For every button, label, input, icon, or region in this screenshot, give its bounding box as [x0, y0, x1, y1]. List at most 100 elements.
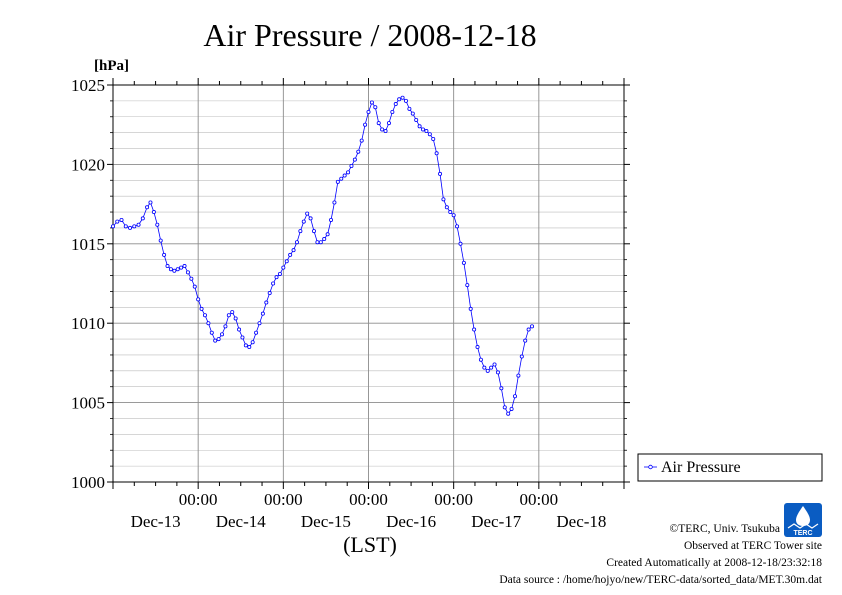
data-point — [427, 132, 432, 137]
data-point — [277, 271, 282, 276]
data-point — [243, 343, 248, 348]
data-point — [506, 411, 511, 416]
data-point — [148, 200, 153, 205]
data-point — [489, 365, 494, 370]
data-point — [145, 205, 150, 210]
series-line — [112, 97, 533, 415]
legend-box — [637, 453, 823, 482]
data-point — [271, 281, 276, 286]
data-point — [226, 313, 231, 318]
data-point — [482, 365, 487, 370]
x-tick-time-label: 00:00 — [179, 490, 218, 509]
data-point — [158, 238, 163, 243]
data-point — [220, 332, 225, 337]
data-point — [274, 275, 279, 280]
data-point — [441, 197, 446, 202]
data-point — [403, 98, 408, 103]
chart-title: Air Pressure / 2008-12-18 — [203, 17, 536, 53]
data-point — [294, 240, 299, 245]
x-tick-time-label: 00:00 — [264, 490, 303, 509]
data-point — [288, 252, 293, 257]
legend-point-marker — [648, 464, 653, 470]
x-tick-day-label: Dec-14 — [216, 512, 267, 531]
data-point — [363, 122, 368, 127]
x-axis-ticks: 00:00 00:00 00:00 00:00 00:00 Dec-13 Dec-14 Dec… — [112, 78, 625, 531]
terc-logo: TERC — [784, 503, 822, 537]
data-point — [202, 313, 207, 318]
data-point — [424, 129, 429, 134]
x-tick-day-label: Dec-16 — [386, 512, 436, 531]
x-tick-day-label: Dec-18 — [556, 512, 606, 531]
x-axis-label: (LST) — [343, 532, 397, 557]
data-point — [168, 267, 173, 272]
data-point — [318, 240, 323, 245]
y-axis-ticks: 1000 1005 1010 1015 1020 1025 — [71, 76, 630, 492]
data-point — [247, 345, 252, 350]
legend-label: Air Pressure — [661, 459, 741, 476]
data-point — [335, 179, 340, 184]
series-air-pressure — [111, 95, 535, 416]
data-point — [516, 373, 521, 378]
data-point — [472, 327, 477, 332]
data-point — [155, 222, 160, 227]
data-point — [523, 338, 528, 343]
y-tick-label: 1005 — [71, 394, 105, 413]
data-point — [136, 222, 141, 227]
data-point — [342, 173, 347, 178]
data-point — [478, 357, 483, 362]
wave-icon — [787, 523, 819, 529]
x-tick-time-label: 00:00 — [349, 490, 388, 509]
footer-site: Observed at TERC Tower site — [684, 540, 822, 552]
data-point — [301, 219, 306, 224]
data-point — [475, 345, 480, 350]
data-point — [386, 121, 391, 126]
data-point — [185, 270, 190, 275]
footer-copyright: ©TERC, Univ. Tsukuba — [670, 523, 780, 535]
legend: Air Pressure — [637, 453, 823, 482]
data-point — [264, 300, 269, 305]
y-tick-label: 1020 — [71, 155, 105, 174]
data-point — [393, 102, 398, 107]
data-point — [410, 111, 415, 116]
data-point — [267, 291, 272, 296]
data-point — [421, 127, 426, 132]
data-point — [380, 127, 385, 132]
data-point — [254, 330, 259, 335]
data-point — [189, 276, 194, 281]
data-point — [349, 163, 354, 168]
x-tick-time-label: 00:00 — [434, 490, 473, 509]
data-point — [216, 337, 221, 342]
data-point — [322, 237, 327, 242]
data-point — [206, 321, 211, 326]
data-point — [213, 338, 218, 343]
data-point — [468, 306, 473, 311]
data-point — [162, 252, 167, 257]
data-point — [458, 241, 463, 246]
data-point — [390, 110, 395, 115]
data-point — [502, 405, 507, 410]
data-point — [352, 157, 357, 162]
data-point — [179, 265, 184, 270]
y-tick-label: 1000 — [71, 473, 105, 492]
data-point — [250, 340, 255, 345]
data-point — [332, 200, 337, 205]
data-point — [223, 324, 228, 329]
data-point — [339, 176, 344, 181]
data-point — [407, 106, 412, 111]
data-point — [305, 211, 310, 216]
footer-created: Created Automatically at 2008-12-18/23:3… — [606, 557, 822, 569]
data-point — [519, 354, 524, 359]
data-point — [499, 386, 504, 391]
x-tick-day-label: Dec-15 — [301, 512, 351, 531]
y-tick-label: 1015 — [71, 235, 105, 254]
data-point — [311, 229, 316, 234]
data-point — [369, 100, 374, 105]
data-point — [240, 335, 245, 340]
data-point — [192, 284, 197, 289]
data-point — [230, 310, 235, 315]
data-point — [165, 264, 170, 269]
data-point — [281, 265, 286, 270]
data-point — [451, 213, 456, 218]
data-point — [444, 205, 449, 210]
